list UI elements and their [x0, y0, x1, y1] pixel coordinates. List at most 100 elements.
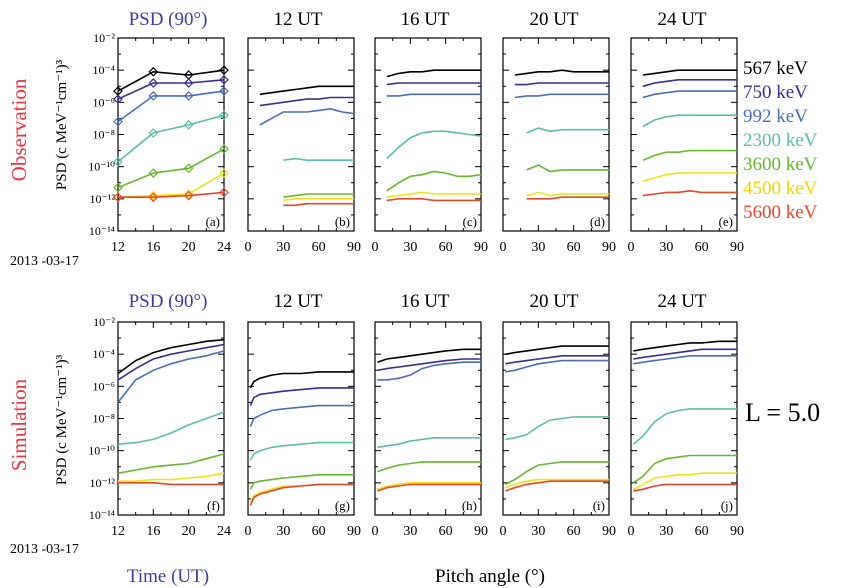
- x-tick-label: 16: [146, 524, 160, 539]
- data-point-marker: [183, 91, 194, 101]
- series-line-750-kev: [642, 79, 737, 88]
- data-point-marker: [219, 187, 229, 198]
- data-point-marker: [219, 144, 229, 154]
- series-line-5600-kev: [249, 483, 354, 506]
- series-line-567-kev: [633, 340, 737, 352]
- x-tick-label: 60: [567, 240, 581, 255]
- x-axis-label-time: Time (UT): [127, 566, 209, 587]
- col-title-12ut-bottom: 12 UT: [273, 291, 322, 312]
- y-tick-label: 10⁻¹⁴: [89, 224, 115, 238]
- series-line-2300-kev: [117, 411, 225, 445]
- x-tick-label: 20: [182, 524, 196, 539]
- panel-j: 0 30 60 90 (j): [628, 321, 744, 539]
- x-tick-label: 90: [474, 524, 488, 539]
- x-tick-label: 20: [182, 240, 196, 255]
- series-line-2300-kev: [283, 157, 354, 161]
- series-line-4500-kev: [283, 198, 354, 202]
- col-title-16ut-bottom: 16 UT: [400, 291, 449, 312]
- x-tick-label: 90: [474, 240, 488, 255]
- panel-letter: (i): [593, 498, 605, 513]
- x-tick-label: 0: [500, 524, 507, 539]
- x-tick-label: 0: [245, 524, 252, 539]
- y-tick-label: 10⁻⁸: [92, 128, 115, 142]
- x-tick-label: 12: [111, 240, 125, 255]
- series-line-3600-kev: [117, 148, 225, 189]
- x-tick-label: 30: [403, 240, 417, 255]
- y-tick-label: 10⁻¹²: [89, 192, 115, 206]
- series-line-5600-kev: [377, 483, 481, 492]
- data-point-marker: [219, 65, 229, 76]
- series-line-2300-kev: [377, 437, 481, 449]
- panel-frame: [117, 37, 225, 232]
- series-line-567-kev: [386, 69, 481, 78]
- x-tick-label: 90: [347, 524, 361, 539]
- data-point-marker: [148, 91, 159, 101]
- x-tick-label: 60: [312, 240, 326, 255]
- x-tick-label: 0: [372, 524, 379, 539]
- series-line-992-kev: [259, 107, 355, 126]
- series-line-992-kev: [642, 90, 737, 99]
- series-line-567-kev: [117, 69, 225, 92]
- data-point-marker: [148, 168, 159, 178]
- data-point-marker: [183, 189, 194, 199]
- series-line-3600-kev: [283, 193, 354, 198]
- y-axis-label-top: PSD (c MeV⁻¹cm⁻¹)³: [54, 59, 70, 190]
- series-line-992-kev: [386, 93, 481, 97]
- data-point-marker: [219, 168, 229, 178]
- series-line-5600-kev: [118, 482, 224, 486]
- legend-entry: 4500 keV: [743, 178, 818, 199]
- series-line-4500-kev: [377, 482, 481, 491]
- x-tick-label: 60: [567, 524, 581, 539]
- data-point-marker: [148, 78, 159, 88]
- panel-h: 0 30 60 90 (h): [372, 321, 488, 539]
- x-tick-label: 0: [500, 240, 507, 255]
- series-line-2300-kev: [249, 441, 354, 461]
- data-point-marker: [148, 190, 159, 201]
- y-tick-label: 10⁻¹⁰: [88, 160, 115, 174]
- col-title-psd90-bottom: PSD (90°): [129, 291, 208, 312]
- series-line-567-kev: [642, 69, 737, 76]
- series-line-4500-kev: [118, 472, 225, 482]
- series-line-992-kev: [514, 93, 609, 99]
- x-tick-label: 30: [659, 240, 673, 255]
- x-tick-label: 90: [602, 524, 616, 539]
- panel-letter: (h): [462, 498, 477, 513]
- series-line-992-kev: [633, 355, 737, 365]
- series-line-5600-kev: [642, 189, 737, 197]
- series-line-5600-kev: [118, 191, 225, 198]
- x-tick-label: 60: [695, 240, 709, 255]
- series-line-5600-kev: [386, 198, 481, 202]
- data-point-marker: [219, 86, 229, 96]
- series-line-750-kev: [514, 82, 609, 86]
- date-label-bottom: 2013 -03-17: [10, 542, 79, 557]
- series-line-992-kev: [117, 350, 225, 403]
- data-point-marker: [113, 182, 123, 193]
- series-line-2300-kev: [505, 416, 609, 441]
- series-line-567-kev: [505, 345, 609, 355]
- series-line-5600-kev: [283, 202, 354, 207]
- x-tick-label: 90: [602, 240, 616, 255]
- x-tick-label: 30: [276, 240, 290, 255]
- series-line-750-kev: [505, 355, 609, 365]
- series-line-750-kev: [249, 387, 354, 406]
- y-tick-label: 10⁻⁶: [92, 379, 115, 393]
- series-line-2300-kev: [526, 127, 609, 134]
- panel-g: 0 30 60 90 (g): [245, 321, 361, 539]
- series-line-4500-kev: [633, 472, 737, 491]
- x-tick-label: 90: [347, 240, 361, 255]
- series-line-5600-kev: [526, 196, 609, 200]
- panels-group: 10⁻² 10⁻⁴ 10⁻⁶ 10⁻⁸ 10⁻¹⁰ 10⁻¹² 10⁻¹⁴ 12 16 20 24 (…: [88, 31, 744, 539]
- x-tick-label: 24: [217, 240, 231, 255]
- panel-frame: [630, 37, 738, 232]
- col-title-12ut-top: 12 UT: [273, 9, 322, 30]
- panel-e: 0 30 60 90 (e): [628, 37, 744, 255]
- series-line-2300-kev: [386, 130, 482, 160]
- x-tick-label: 16: [146, 240, 160, 255]
- series-line-567-kev: [117, 338, 225, 375]
- series-line-3600-kev: [377, 461, 481, 473]
- y-tick-label: 10⁻¹²: [89, 476, 115, 490]
- data-point-marker: [219, 110, 229, 121]
- x-tick-label: 30: [531, 240, 545, 255]
- row-label-observation: Observation: [7, 78, 31, 181]
